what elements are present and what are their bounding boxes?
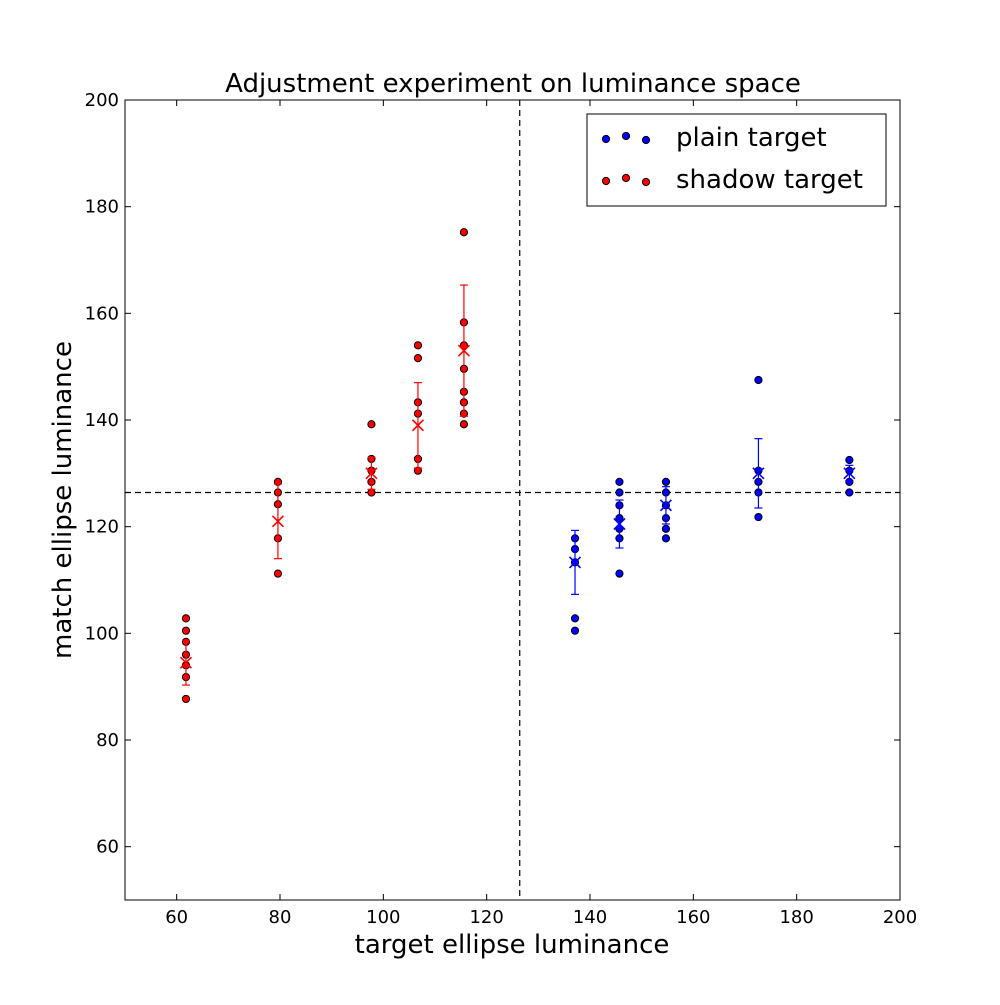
axis-ticks: 60 80 100 120 140 160 180 200 60 80 100 120 140 160 18… bbox=[85, 90, 918, 928]
x-tick-label: 80 bbox=[269, 907, 292, 928]
data-point bbox=[459, 420, 469, 429]
x-tick-label: 60 bbox=[165, 907, 188, 928]
data-point bbox=[413, 354, 423, 363]
y-tick-label: 180 bbox=[85, 197, 119, 218]
data-point bbox=[615, 569, 624, 578]
data-point bbox=[181, 694, 191, 704]
data-point bbox=[413, 341, 423, 350]
x-tick-label: 180 bbox=[779, 907, 813, 928]
mean-marker-stroke-b bbox=[568, 556, 582, 569]
mean-marker-stroke-b bbox=[271, 515, 284, 528]
legend-markers-shadow bbox=[601, 173, 651, 187]
mean-marker-stroke-b bbox=[411, 419, 425, 432]
y-tick-label: 60 bbox=[96, 837, 119, 858]
data-point bbox=[273, 569, 283, 578]
y-tick-label: 140 bbox=[85, 410, 119, 431]
data-point bbox=[367, 488, 376, 497]
series-0 bbox=[568, 375, 856, 635]
x-tick-label: 200 bbox=[883, 907, 917, 928]
x-tick-label: 160 bbox=[676, 907, 710, 928]
legend-markers-plain bbox=[601, 131, 651, 145]
mean-marker-stroke-b bbox=[843, 467, 856, 480]
x-tick-label: 100 bbox=[366, 907, 400, 928]
legend-label-shadow: shadow target bbox=[676, 165, 863, 195]
data-point bbox=[845, 488, 854, 497]
y-tick-label: 120 bbox=[85, 517, 119, 538]
data-point bbox=[615, 477, 624, 486]
data-point bbox=[570, 614, 580, 623]
legend-marker bbox=[621, 131, 631, 141]
y-tick-label: 160 bbox=[85, 303, 119, 324]
mean-marker-stroke-b bbox=[659, 499, 673, 512]
legend-label-plain: plain target bbox=[676, 123, 827, 153]
data-point bbox=[615, 488, 624, 497]
y-tick-label: 200 bbox=[85, 90, 119, 111]
data-point bbox=[367, 420, 376, 429]
chart-title: Adjustment experiment on luminance space bbox=[225, 69, 801, 99]
x-axis-label: target ellipse luminance bbox=[355, 930, 670, 960]
legend-marker bbox=[621, 173, 631, 183]
data-point bbox=[661, 477, 671, 486]
legend-marker bbox=[601, 134, 611, 144]
x-tick-label: 140 bbox=[573, 907, 607, 928]
legend-marker bbox=[601, 176, 611, 186]
data-point bbox=[459, 228, 469, 237]
y-axis-label: match ellipse luminance bbox=[48, 341, 78, 659]
mean-marker-stroke-b bbox=[613, 517, 626, 531]
mean-marker-stroke-b bbox=[457, 344, 470, 357]
x-tick-label: 120 bbox=[469, 907, 503, 928]
y-tick-label: 100 bbox=[85, 623, 119, 644]
data-point bbox=[570, 626, 580, 635]
data-point bbox=[845, 455, 854, 465]
y-tick-label: 80 bbox=[96, 730, 119, 751]
mean-marker-stroke-b bbox=[179, 656, 193, 669]
data-point bbox=[754, 512, 763, 522]
legend: plain target shadow target bbox=[586, 113, 887, 207]
plot-frame bbox=[124, 99, 901, 901]
data-point bbox=[181, 626, 191, 635]
legend-marker bbox=[641, 135, 651, 145]
data-point bbox=[754, 375, 763, 385]
legend-marker bbox=[641, 177, 651, 187]
mean-marker-stroke-b bbox=[365, 467, 378, 480]
mean-marker-stroke-b bbox=[752, 467, 765, 480]
data-point bbox=[661, 534, 671, 543]
series-1 bbox=[179, 228, 470, 704]
data-point bbox=[181, 614, 191, 623]
plot-area bbox=[125, 100, 900, 900]
data-point bbox=[661, 524, 671, 533]
legend-frame bbox=[586, 113, 887, 207]
